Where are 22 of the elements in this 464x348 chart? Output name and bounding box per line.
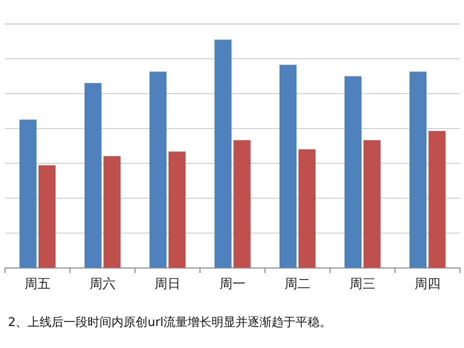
x-tick-label: 周二 (284, 277, 310, 292)
bar (234, 140, 250, 268)
x-tick-label: 周六 (90, 277, 116, 292)
bar (410, 72, 426, 268)
bar (280, 64, 296, 268)
x-tick-label: 周日 (154, 277, 180, 292)
x-tick-label: 周三 (350, 277, 376, 292)
bar (428, 131, 446, 268)
x-tick-label: 周一 (220, 277, 246, 292)
bar (20, 120, 36, 268)
bar (150, 72, 166, 268)
bar (104, 156, 120, 268)
bar (84, 83, 102, 268)
x-tick-label: 周四 (414, 277, 440, 292)
x-tick-label: 周五 (24, 277, 50, 292)
bar (364, 140, 380, 268)
bar (344, 76, 362, 268)
bar (214, 40, 232, 268)
bar (298, 149, 316, 268)
bar (168, 152, 186, 268)
text: 2、上线后一段时间内原创url流量增长明显并逐渐趋于平稳。 (8, 315, 332, 329)
bar (38, 165, 56, 268)
